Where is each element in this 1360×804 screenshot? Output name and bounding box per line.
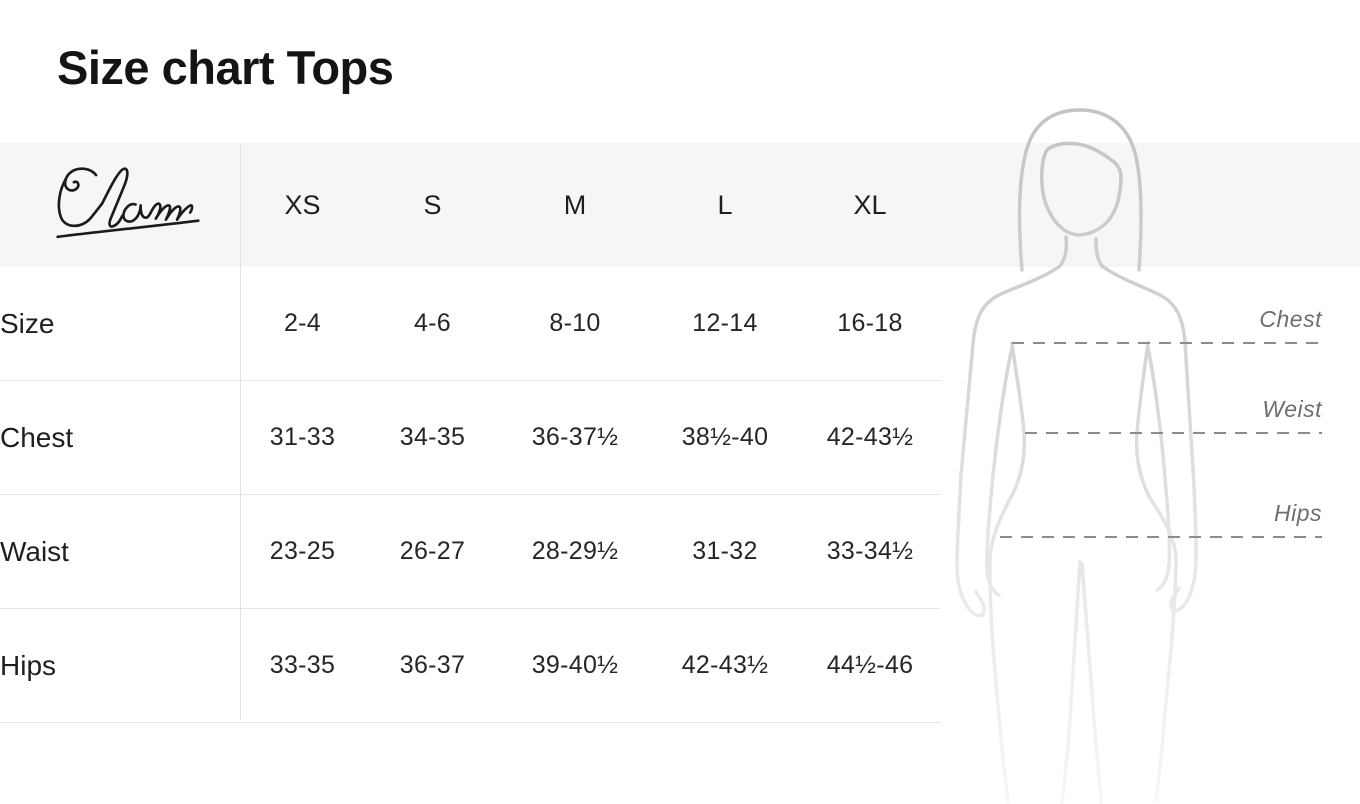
col-header-s: S [423, 189, 442, 220]
body-figure [930, 100, 1230, 804]
elan-signature-icon [56, 167, 200, 239]
col-header-xl: XL [853, 189, 887, 220]
female-body-outline-icon [955, 108, 1198, 804]
table-row-hips: Hips 33-35 36-37 39-40½ 42-43½ 44½-46 [0, 609, 940, 723]
cell-chest-xl: 42-43½ [826, 423, 914, 451]
table-row-chest: Chest 31-33 34-35 36-37½ 38½-40 42-43½ [0, 381, 940, 495]
cell-chest-s: 34-35 [399, 423, 466, 451]
cell-size-xs: 2-4 [283, 309, 322, 337]
cell-size-m: 8-10 [549, 309, 601, 337]
size-table: XS S M L XL Size 2-4 4-6 8-10 12-14 16-1… [0, 143, 940, 723]
cell-hips-m: 39-40½ [531, 651, 619, 679]
chest-annotation-label: Chest [1259, 306, 1322, 332]
cell-waist-xl: 33-34½ [826, 537, 914, 565]
col-header-l: L [717, 189, 733, 220]
cell-waist-m: 28-29½ [531, 537, 619, 565]
page-title: Size chart Tops [57, 41, 394, 94]
hips-dashed-line [1000, 536, 1322, 538]
cell-waist-xs: 23-25 [269, 537, 336, 565]
row-label-size: Size [0, 307, 55, 339]
cell-size-xl: 16-18 [837, 309, 903, 337]
cell-waist-s: 26-27 [399, 537, 466, 565]
col-header-xs: XS [284, 189, 321, 220]
cell-hips-s: 36-37 [399, 651, 466, 679]
waist-annotation-label: Weist [1262, 396, 1322, 422]
table-row-waist: Waist 23-25 26-27 28-29½ 31-32 33-34½ [0, 495, 940, 609]
cell-chest-l: 38½-40 [681, 423, 769, 451]
cell-chest-m: 36-37½ [531, 423, 619, 451]
table-column-divider [240, 143, 241, 720]
chest-dashed-line [1012, 342, 1322, 344]
table-row-size: Size 2-4 4-6 8-10 12-14 16-18 [0, 267, 940, 381]
cell-chest-xs: 31-33 [269, 423, 336, 451]
table-header-row: XS S M L XL [0, 143, 940, 267]
table-header-band [0, 143, 1360, 267]
cell-size-l: 12-14 [692, 309, 758, 337]
cell-size-s: 4-6 [413, 309, 452, 337]
brand-logo: Elan [50, 163, 210, 249]
row-label-waist: Waist [0, 535, 69, 567]
col-header-m: M [563, 189, 587, 220]
logo-header-cell [0, 143, 240, 267]
waist-dashed-line [1025, 432, 1322, 434]
cell-hips-xl: 44½-46 [826, 651, 914, 679]
hips-annotation-label: Hips [1273, 500, 1322, 526]
cell-waist-l: 31-32 [692, 537, 758, 565]
cell-hips-l: 42-43½ [681, 651, 769, 679]
cell-hips-xs: 33-35 [269, 651, 336, 679]
row-label-chest: Chest [0, 421, 74, 453]
row-label-hips: Hips [0, 649, 57, 681]
